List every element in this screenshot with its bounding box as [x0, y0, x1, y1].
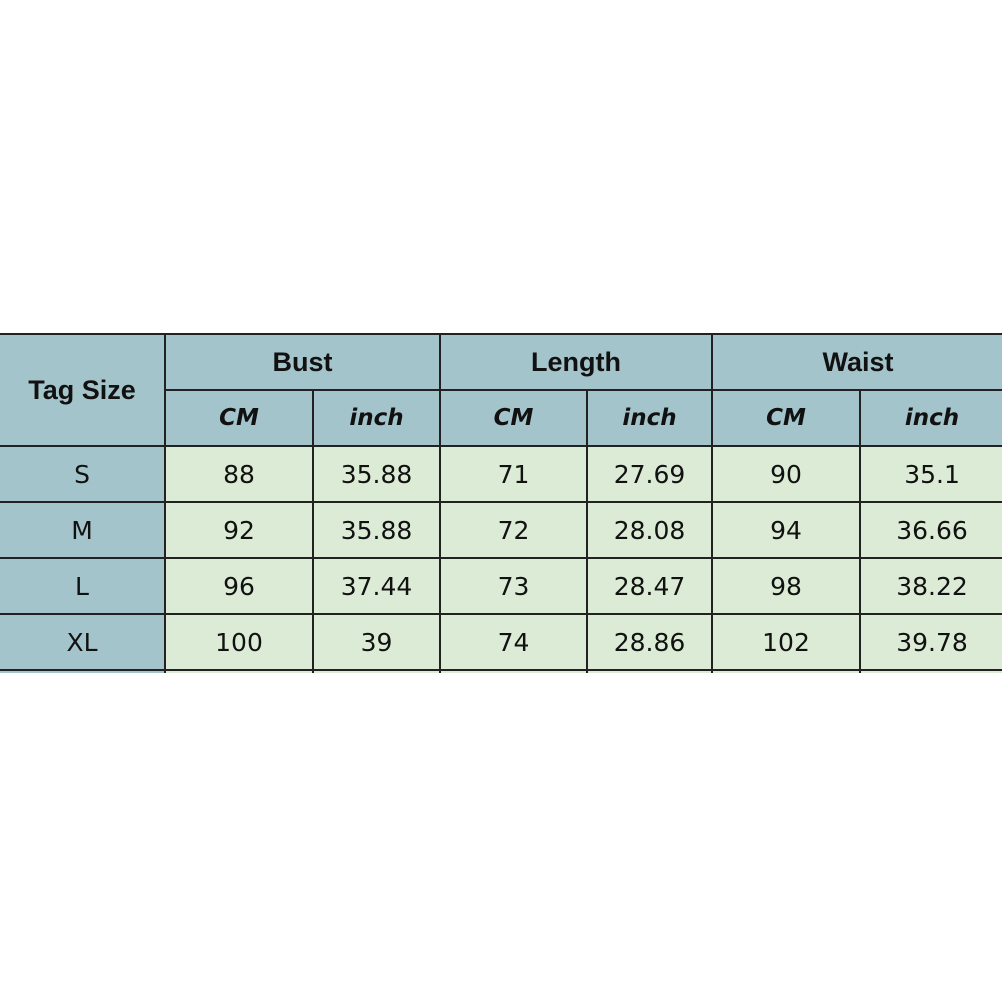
table-row: M 92 35.88 72 28.08 94 36.66 — [0, 501, 1002, 559]
unit-header: inch — [585, 389, 714, 447]
size-chart-table: Tag Size Bust Length Waist CM inch CM in… — [0, 333, 1002, 673]
tail-cell — [0, 669, 166, 673]
value-cell: 39 — [312, 613, 441, 671]
value-cell: 35.88 — [312, 445, 441, 503]
value-cell: 74 — [439, 613, 588, 671]
value-cell: 98 — [711, 557, 862, 615]
value-cell: 35.88 — [312, 501, 441, 559]
value-cell: 96 — [164, 557, 314, 615]
unit-header: CM — [439, 389, 588, 447]
value-cell: 90 — [711, 445, 862, 503]
waist-header: Waist — [711, 333, 1002, 391]
value-cell: 100 — [164, 613, 314, 671]
value-cell: 28.86 — [585, 613, 714, 671]
size-cell: XL — [0, 613, 166, 671]
value-cell: 94 — [711, 501, 862, 559]
table-row: XL 100 39 74 28.86 102 39.78 — [0, 613, 1002, 671]
bust-header: Bust — [164, 333, 441, 391]
tail-cell — [711, 669, 862, 673]
size-cell: L — [0, 557, 166, 615]
length-header: Length — [438, 333, 714, 391]
value-cell: 72 — [439, 501, 588, 559]
value-cell: 35.1 — [859, 445, 1002, 503]
unit-header: inch — [859, 389, 1002, 447]
value-cell: 39.78 — [859, 613, 1002, 671]
value-cell: 38.22 — [859, 557, 1002, 615]
value-cell: 73 — [439, 557, 588, 615]
unit-header: CM — [711, 389, 862, 447]
value-cell: 37.44 — [312, 557, 441, 615]
tail-cell — [585, 669, 714, 673]
value-cell: 28.47 — [585, 557, 714, 615]
unit-header: CM — [165, 389, 314, 447]
value-cell: 92 — [164, 501, 314, 559]
tag-size-header: Tag Size — [0, 333, 166, 447]
value-cell: 36.66 — [859, 501, 1002, 559]
tail-cell — [164, 669, 314, 673]
table-row: S 88 35.88 71 27.69 90 35.1 — [0, 445, 1002, 503]
tail-cell — [439, 669, 588, 673]
tail-cell — [312, 669, 441, 673]
value-cell: 88 — [164, 445, 314, 503]
tail-cell — [859, 669, 1002, 673]
size-cell: M — [0, 501, 166, 559]
value-cell: 27.69 — [585, 445, 714, 503]
unit-header: inch — [312, 389, 441, 447]
value-cell: 102 — [711, 613, 862, 671]
value-cell: 71 — [439, 445, 588, 503]
table-row: L 96 37.44 73 28.47 98 38.22 — [0, 557, 1002, 615]
value-cell: 28.08 — [585, 501, 714, 559]
size-cell: S — [0, 445, 166, 503]
